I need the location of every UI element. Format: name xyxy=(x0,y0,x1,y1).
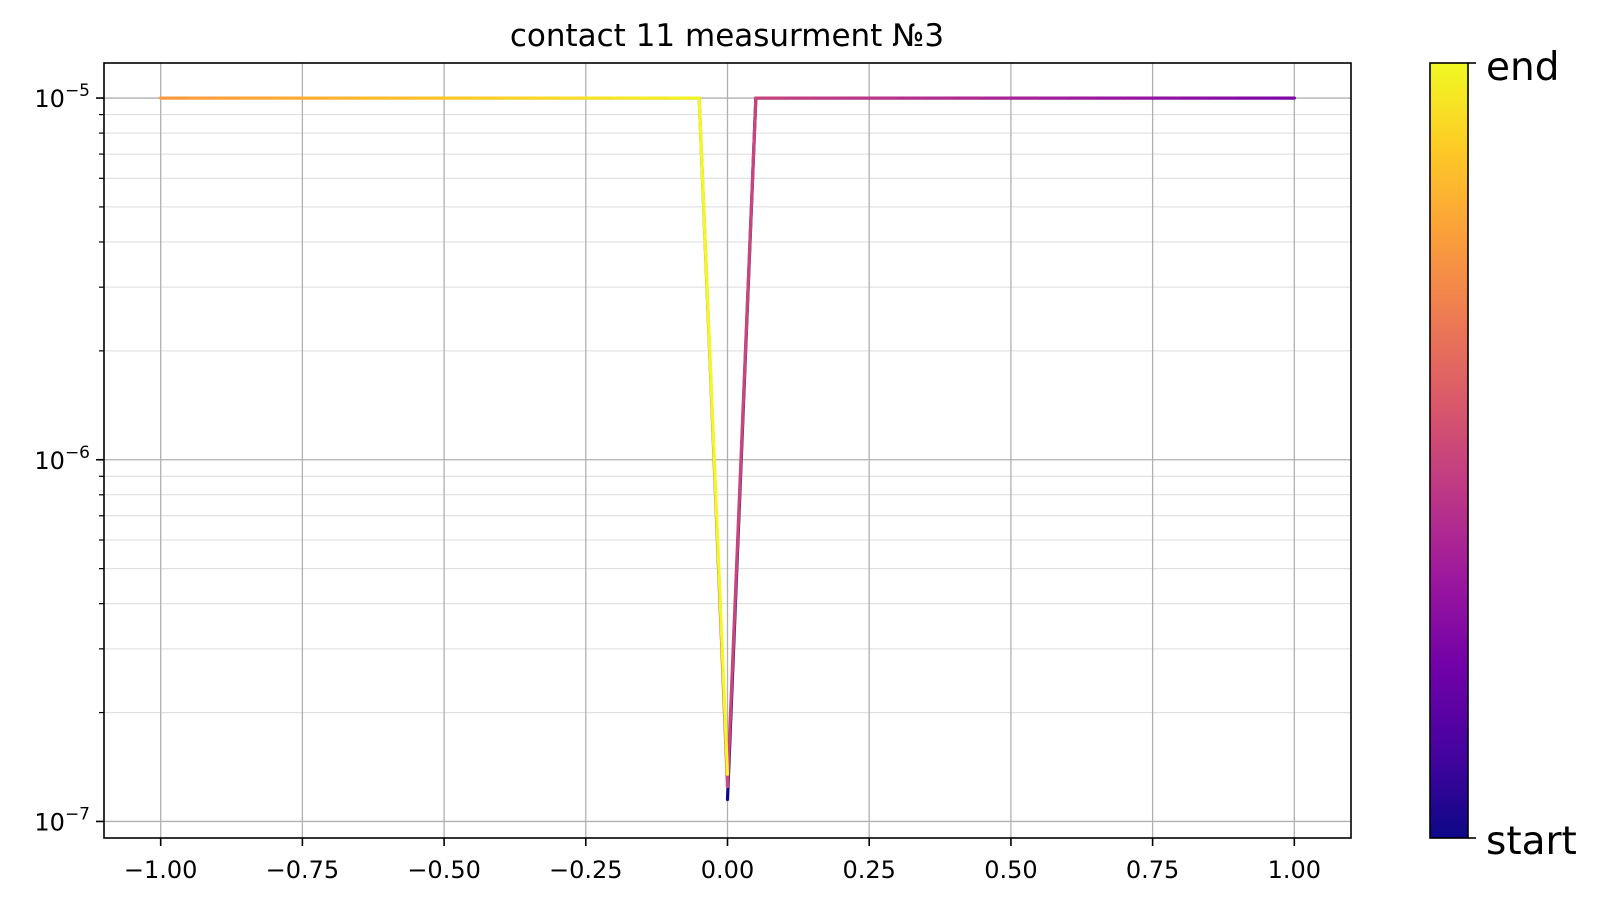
x-tick-label: −0.50 xyxy=(407,856,481,884)
colorbar-gradient xyxy=(1429,62,1469,839)
x-tick-label: −0.75 xyxy=(266,856,340,884)
x-tick-label: 0.50 xyxy=(984,856,1037,884)
x-tick-label: 0.75 xyxy=(1126,856,1179,884)
x-axis: −1.00 −0.75 −0.50 −0.25 0.00 0.25 0.50 0.75 1.00 xyxy=(124,838,1321,884)
x-tick-label: 0.00 xyxy=(701,856,754,884)
chart-title: contact 11 measurment №3 xyxy=(510,18,944,54)
y-axis: 10−7 10−6 10−5 xyxy=(34,81,104,836)
x-tick-label: 0.25 xyxy=(842,856,895,884)
series-segment xyxy=(697,96,730,776)
major-grid xyxy=(104,63,1351,838)
colorbar-label-end: end xyxy=(1486,45,1559,90)
x-tick-label: −1.00 xyxy=(124,856,198,884)
x-tick-label: 1.00 xyxy=(1268,856,1321,884)
colorbar: end start xyxy=(1429,45,1577,864)
series-line xyxy=(159,96,1296,802)
series-segment xyxy=(725,96,758,788)
y-tick-label: 10−6 xyxy=(34,443,90,475)
x-tick-label: −0.25 xyxy=(549,856,623,884)
colorbar-label-start: start xyxy=(1486,819,1577,864)
y-tick-label: 10−7 xyxy=(34,804,90,836)
y-tick-label: 10−5 xyxy=(34,81,90,113)
